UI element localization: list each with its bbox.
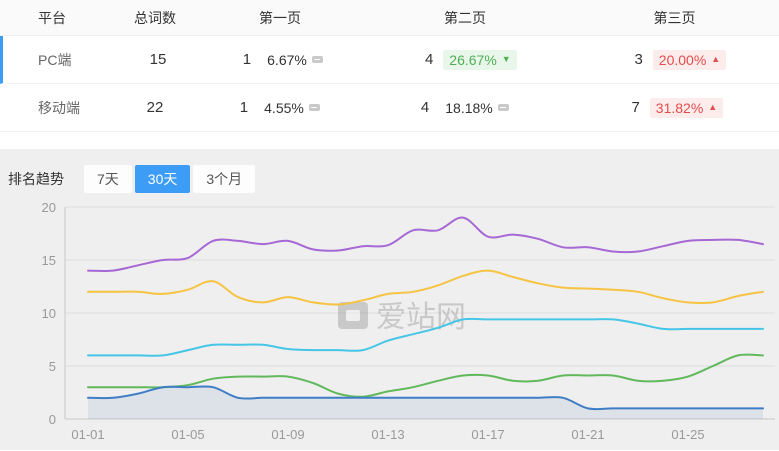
trend-up-icon: ▲ <box>708 102 718 112</box>
page3-trend-badge: 20.00% ▲ <box>652 49 727 70</box>
trend-down-icon: ▼ <box>501 54 511 64</box>
page3-percent: 20.00% <box>658 51 707 68</box>
line-blue <box>87 385 764 411</box>
trend-flat-icon <box>308 104 320 111</box>
watermark-text: 爱站网 <box>376 301 466 334</box>
table-header-row: 平台 总词数 第一页 第二页 第三页 <box>0 0 779 36</box>
col-header-page1: 第一页 <box>259 9 301 26</box>
x-axis-tick-label: 01-09 <box>271 427 304 442</box>
line-cyan <box>87 317 764 357</box>
page1-percent: 6.67% <box>267 51 307 68</box>
total-words-value: 22 <box>146 99 164 116</box>
page1-trend-badge: 6.67% <box>261 50 329 70</box>
watermark-logo-inner <box>346 310 360 321</box>
trend-section-title: 排名趋势 <box>8 171 64 187</box>
platform-name: 移动端 <box>38 99 80 116</box>
col-header-platform: 平台 <box>38 9 66 26</box>
y-axis-tick-label: 15 <box>42 253 56 268</box>
page1-count: 1 <box>239 99 249 116</box>
x-axis-tick-label: 01-21 <box>571 427 604 442</box>
col-header-page2: 第二页 <box>444 9 486 26</box>
y-axis-tick-label: 10 <box>42 306 56 321</box>
y-axis-tick-label: 0 <box>49 412 56 427</box>
page3-percent: 31.82% <box>655 99 704 116</box>
page3-count: 3 <box>634 51 643 68</box>
table-row-pc[interactable]: PC端 15 1 6.67% 4 26.67% ▼ 3 20.00% <box>0 36 779 84</box>
page1-trend-badge: 4.55% <box>258 98 326 118</box>
page2-percent: 18.18% <box>445 99 493 116</box>
page3-count: 7 <box>631 99 640 116</box>
page3-cell: 7 31.82% ▲ <box>570 97 779 118</box>
platform-name: PC端 <box>38 51 72 68</box>
page2-count: 4 <box>420 99 430 116</box>
x-axis-tick-label: 01-25 <box>671 427 704 442</box>
x-axis-tick-label: 01-17 <box>471 427 504 442</box>
trend-flat-icon <box>311 56 323 63</box>
trend-up-icon: ▲ <box>711 54 721 64</box>
tab-3-months[interactable]: 3个月 <box>193 165 256 193</box>
ranking-trend-panel: 排名趋势 7天 30天 3个月 0 5 10 15 20 01-01 01-05 01-09 0… <box>0 149 779 450</box>
page1-cell: 1 4.55% <box>200 98 360 118</box>
y-axis-tick-label: 20 <box>42 200 56 215</box>
trend-flat-icon <box>497 104 509 111</box>
line-yellow <box>87 269 764 306</box>
page2-trend-badge: 26.67% ▼ <box>443 49 517 70</box>
page2-trend-badge: 18.18% <box>439 98 514 118</box>
line-blue-area <box>88 386 763 419</box>
page2-percent: 26.67% <box>449 51 497 68</box>
tab-7-days[interactable]: 7天 <box>84 165 132 193</box>
page2-count: 4 <box>424 51 434 68</box>
line-green <box>87 353 764 398</box>
trend-tabs-bar: 排名趋势 7天 30天 3个月 <box>0 165 779 193</box>
page1-count: 1 <box>242 51 252 68</box>
x-axis-tick-label: 01-01 <box>71 427 104 442</box>
col-header-page3: 第三页 <box>653 9 696 26</box>
page2-cell: 4 18.18% <box>360 98 570 118</box>
ranking-trend-line-chart[interactable]: 0 5 10 15 20 01-01 01-05 01-09 01-13 01-17 01-21 01… <box>0 199 779 450</box>
page3-trend-badge: 31.82% ▲ <box>649 97 724 118</box>
ranking-summary-table: 平台 总词数 第一页 第二页 第三页 PC端 15 1 6.67% 4 26.6… <box>0 0 779 149</box>
x-axis-tick-label: 01-05 <box>171 427 204 442</box>
col-header-total-words: 总词数 <box>134 9 176 26</box>
page3-cell: 3 20.00% ▲ <box>573 49 779 70</box>
y-axis-tick-label: 5 <box>49 359 56 374</box>
page2-cell: 4 26.67% ▼ <box>363 49 573 70</box>
line-purple <box>87 216 764 272</box>
table-row-mobile[interactable]: 移动端 22 1 4.55% 4 18.18% 7 31.82% <box>0 84 779 132</box>
page1-cell: 1 6.67% <box>203 50 363 70</box>
x-axis-tick-label: 01-13 <box>371 427 404 442</box>
tab-30-days[interactable]: 30天 <box>134 165 191 193</box>
total-words-value: 15 <box>149 51 167 68</box>
page1-percent: 4.55% <box>264 99 304 116</box>
aizhan-watermark: 爱站网 <box>338 301 466 334</box>
